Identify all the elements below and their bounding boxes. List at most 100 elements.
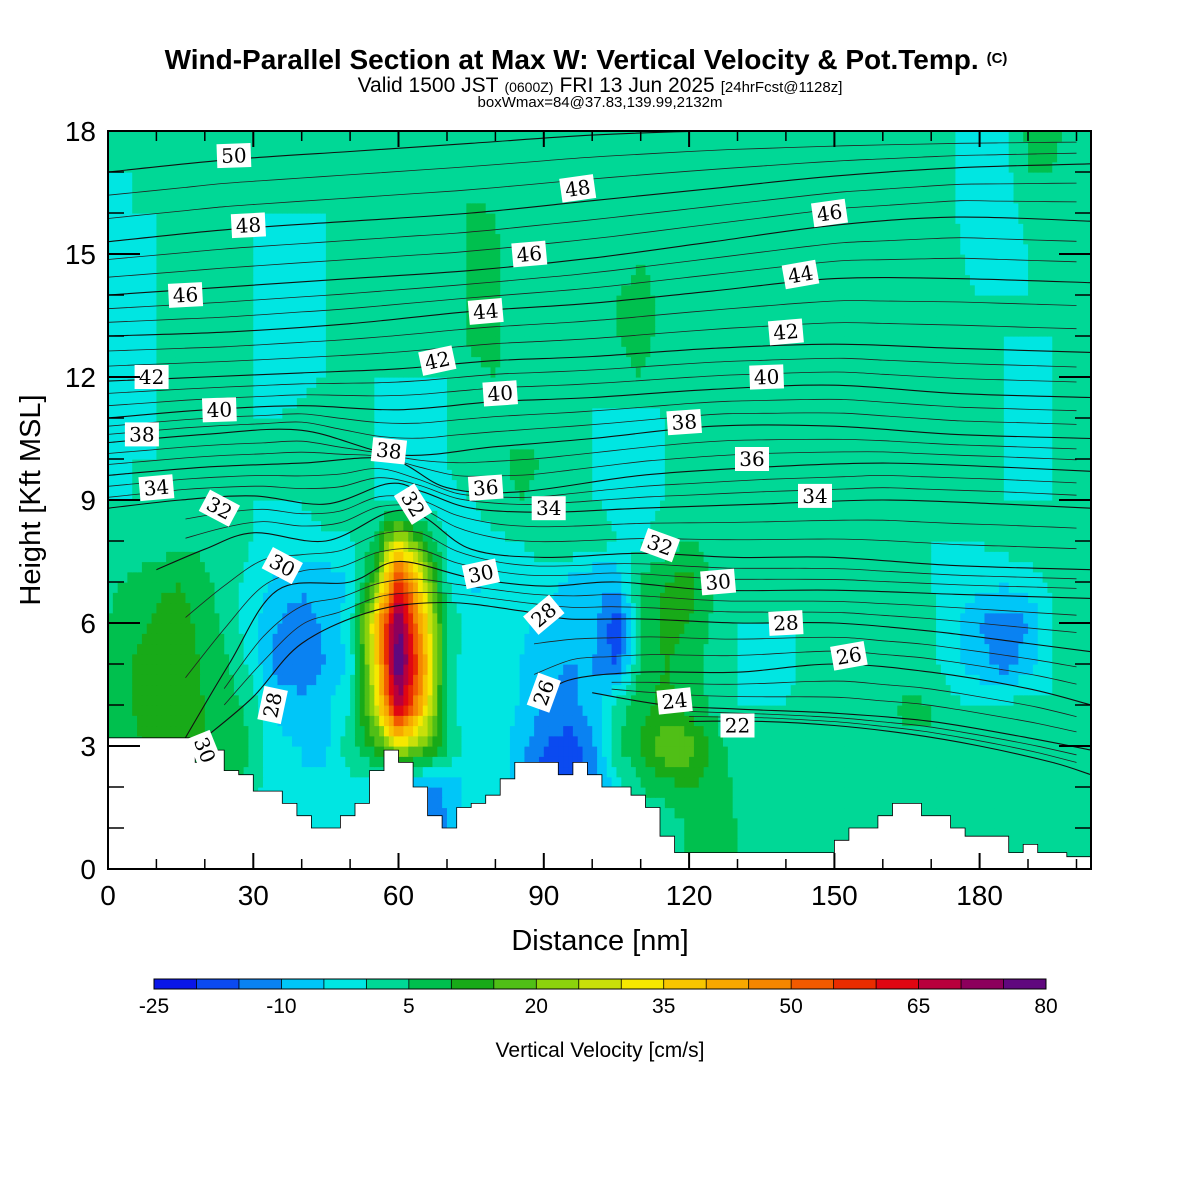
velocity-cell [795,838,802,850]
velocity-cell [432,807,438,819]
velocity-cell [408,756,414,768]
velocity-cell [1052,838,1058,850]
velocity-cell [437,684,443,696]
velocity-cell [955,756,961,768]
velocity-cell [984,776,990,788]
velocity-cell [800,684,806,696]
velocity-cell [316,776,322,788]
velocity-cell [887,705,894,716]
velocity-cell [408,735,414,747]
velocity-cell [814,735,821,747]
velocity-cell [379,612,385,624]
velocity-cell [974,633,981,645]
velocity-cell [887,664,894,675]
velocity-cell [461,694,467,706]
velocity-cell [577,715,584,727]
velocity-cell [660,664,666,675]
velocity-cell [141,623,148,634]
velocity-cell [112,725,119,737]
velocity-cell [693,735,700,747]
velocity-cell [262,776,269,788]
velocity-cell [684,653,690,665]
velocity-cell [660,623,666,634]
velocity-cell [858,766,865,778]
velocity-cell [1052,643,1058,655]
velocity-cell [572,643,579,655]
velocity-cell [718,684,724,696]
velocity-cell [413,612,419,624]
velocity-cell [466,735,472,747]
velocity-cell [1003,705,1010,716]
velocity-cell [330,643,337,655]
velocity-cell [451,817,458,829]
velocity-cell [325,817,332,829]
velocity-cell [853,787,860,798]
velocity-cell [693,694,700,706]
velocity-cell [446,746,453,757]
velocity-cell [417,725,424,737]
velocity-cell [630,715,637,727]
velocity-cell [630,766,637,778]
velocity-cell [170,715,177,727]
velocity-cell [674,807,680,819]
velocity-cell [626,766,632,778]
velocity-cell [829,694,835,706]
velocity-cell [945,787,952,798]
velocity-cell [1032,643,1039,655]
velocity-cell [713,653,719,665]
velocity-cell [664,776,671,788]
velocity-cell [1018,735,1024,747]
velocity-cell [814,674,821,686]
velocity-cell [141,633,148,645]
velocity-cell [122,705,128,716]
velocity-cell [664,725,671,737]
velocity-cell [316,807,322,819]
velocity-cell [940,643,947,655]
velocity-cell [1047,715,1053,727]
velocity-cell [1003,664,1010,675]
velocity-cell [785,817,792,829]
velocity-cell [480,705,487,716]
velocity-cell [616,715,622,727]
velocity-cell [698,643,705,655]
velocity-cell [814,746,821,757]
velocity-cell [1013,776,1019,788]
velocity-cell [398,643,404,655]
velocity-cell [311,623,317,634]
velocity-cell [437,633,443,645]
velocity-cell [316,787,322,798]
velocity-cell [233,715,240,727]
velocity-cell [490,787,496,798]
velocity-cell [500,715,506,727]
velocity-cell [340,612,346,624]
velocity-cell [408,715,414,727]
velocity-cell [626,735,632,747]
velocity-cell [413,746,419,757]
velocity-cell [335,664,342,675]
velocity-cell [267,674,274,686]
velocity-cell [965,684,971,696]
velocity-cell [340,684,346,696]
velocity-cell [999,735,1005,747]
velocity-cell [703,643,710,655]
velocity-cell [969,756,976,768]
velocity-cell [655,715,661,727]
velocity-cell [979,725,986,737]
velocity-cell [747,694,753,706]
velocity-cell [461,776,467,788]
velocity-cell [1018,725,1024,737]
velocity-cell [229,664,235,675]
velocity-cell [906,684,913,696]
velocity-cell [979,817,986,829]
velocity-cell [752,705,758,716]
velocity-cell [737,746,743,757]
velocity-cell [359,664,366,675]
velocity-cell [645,694,651,706]
velocity-cell [616,653,622,665]
velocity-cell [742,674,748,686]
velocity-cell [301,807,308,819]
velocity-cell [989,643,995,655]
velocity-cell [1047,807,1053,819]
velocity-cell [824,735,831,747]
velocity-cell [1057,684,1063,696]
